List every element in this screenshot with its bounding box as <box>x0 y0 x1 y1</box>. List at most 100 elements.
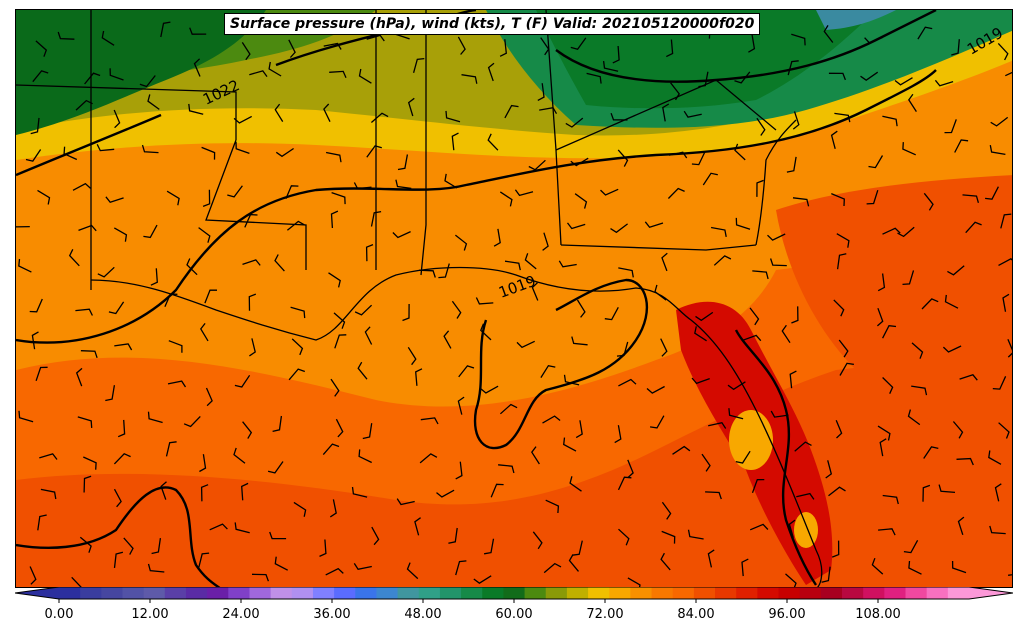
wind-barb <box>823 25 834 43</box>
wind-barb <box>876 307 884 327</box>
wind-barb <box>32 70 49 83</box>
wind-barb <box>78 224 97 232</box>
wind-barb <box>532 531 543 550</box>
colorbar-swatch <box>630 587 653 599</box>
wind-barb <box>702 172 718 186</box>
wind-barb <box>475 297 494 305</box>
colorbar-tick-label: 24.00 <box>222 607 260 622</box>
wind-barb <box>908 560 922 575</box>
wind-barb <box>923 446 939 459</box>
wind-barb <box>370 210 382 227</box>
wind-barb <box>147 411 163 424</box>
wind-barb <box>274 254 285 272</box>
wind-barb <box>627 459 634 479</box>
colorbar-swatch <box>122 587 145 599</box>
wind-barb <box>602 61 619 72</box>
temperature-colorbar <box>15 587 1013 603</box>
wind-barb <box>791 33 806 46</box>
wind-barb <box>650 415 665 429</box>
wind-barb <box>792 111 800 130</box>
wind-barb <box>72 182 92 191</box>
wind-barb <box>415 368 423 386</box>
wind-barb <box>83 456 97 470</box>
wind-barb <box>25 149 42 162</box>
colorbar-swatch <box>80 587 102 599</box>
wind-barb <box>40 488 57 500</box>
wind-barb <box>618 378 637 387</box>
temp-fill-orange-red-atlantic <box>776 175 1012 432</box>
wind-barb <box>79 536 92 553</box>
colorbar-tick-label: 72.00 <box>586 607 624 622</box>
wind-barb <box>487 62 495 82</box>
wind-barb <box>351 486 368 498</box>
wind-barb <box>75 308 93 316</box>
wind-barb <box>473 575 492 584</box>
wind-barb <box>661 530 676 544</box>
wind-barb <box>569 476 582 492</box>
wind-barb <box>183 415 201 428</box>
colorbar-swatch <box>799 587 822 599</box>
wind-barb <box>942 345 962 353</box>
wind-barb <box>227 185 243 198</box>
wind-barb <box>617 476 632 491</box>
wind-barb <box>186 258 198 276</box>
wind-barb <box>908 93 917 112</box>
colorbar-swatch <box>842 587 864 599</box>
wind-barb <box>288 368 306 381</box>
wind-barb <box>80 350 98 359</box>
colorbar-swatch <box>820 587 843 599</box>
wind-barb <box>151 538 162 555</box>
colorbar-swatch <box>207 587 229 599</box>
wind-barb <box>563 374 580 386</box>
wind-barb <box>985 186 999 200</box>
wind-barb <box>907 409 921 426</box>
wind-barb <box>160 21 171 38</box>
wind-barb <box>660 552 671 571</box>
wind-barb <box>751 478 765 494</box>
colorbar-swatch <box>545 587 568 599</box>
wind-barb <box>614 425 622 444</box>
colorbar-swatch <box>397 587 420 599</box>
wind-barb <box>667 187 685 199</box>
wind-barb <box>989 525 1006 535</box>
wind-barb <box>150 268 158 286</box>
wind-barb <box>687 529 704 540</box>
wind-barb <box>574 193 588 209</box>
wind-barb <box>233 115 253 124</box>
wind-barb <box>30 117 40 135</box>
wind-barb <box>839 362 855 376</box>
wind-barb <box>831 192 845 207</box>
wind-barb <box>749 307 760 326</box>
wind-barb <box>143 224 158 239</box>
wind-barb <box>483 538 495 555</box>
wind-barb <box>113 488 122 508</box>
colorbar-swatch <box>185 587 208 599</box>
wind-barb <box>16 225 30 228</box>
wind-barb <box>504 104 519 119</box>
wind-barb <box>838 339 849 358</box>
wind-barb <box>947 265 965 276</box>
wind-barb <box>354 304 373 316</box>
wind-barb <box>882 377 894 394</box>
wind-barb <box>358 68 372 84</box>
colorbar-swatch <box>228 587 250 599</box>
wind-barb <box>123 537 134 555</box>
wind-barb <box>938 484 956 494</box>
wind-barb <box>756 179 764 197</box>
wind-barb <box>438 263 450 279</box>
wind-barb <box>695 311 714 322</box>
wind-barb <box>167 380 187 388</box>
wind-barb <box>646 385 665 394</box>
wind-barb <box>728 408 744 420</box>
wind-barb <box>189 27 207 35</box>
wind-barb <box>499 403 518 415</box>
wind-barb <box>988 450 1002 465</box>
wind-barb <box>878 528 896 536</box>
wind-barb <box>454 234 468 251</box>
wind-barb <box>117 419 126 438</box>
wind-barb <box>882 115 898 127</box>
wind-barb <box>319 539 327 557</box>
wind-barb <box>666 39 674 58</box>
wind-barb <box>661 252 668 272</box>
colorbar-swatch <box>947 587 970 599</box>
